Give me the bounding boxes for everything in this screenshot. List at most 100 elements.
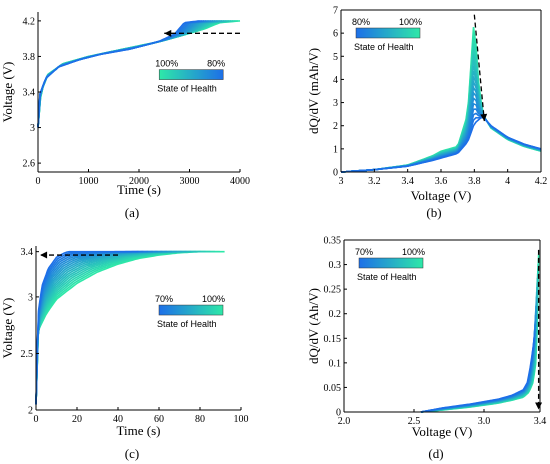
legend-right-label: 100%	[399, 17, 422, 27]
annotation-arrow	[473, 14, 488, 122]
legend-colorbar	[158, 304, 224, 316]
y-tick-label: 3.8	[23, 52, 36, 63]
series-line-intermediate	[340, 112, 542, 173]
series-line-intermediate	[420, 259, 540, 413]
arrow-head	[480, 113, 488, 122]
y-tick-label: 0.15	[324, 334, 342, 345]
y-tick-label: 0.2	[329, 309, 342, 320]
y-tick-label: 4	[333, 75, 338, 86]
x-tick-label: 4	[505, 176, 510, 187]
x-tick-label: 3	[339, 176, 344, 187]
panel-caption: (c)	[125, 446, 139, 461]
y-tick-label: 6	[333, 29, 338, 40]
x-tick-label: 2000	[129, 176, 149, 187]
y-tick-label: 3	[333, 98, 338, 109]
legend: 70% 100% State of Health	[355, 247, 425, 282]
y-tick-label: 0.1	[329, 358, 342, 369]
annotation-arrow	[535, 249, 543, 410]
y-tick-label: 3.4	[21, 247, 34, 258]
arrow-head	[164, 29, 172, 37]
y-tick-label: 3	[28, 292, 33, 303]
x-tick-label: 60	[154, 414, 164, 425]
panel-caption: (d)	[428, 446, 443, 461]
series-line-70%	[35, 250, 139, 405]
x-tick-label: 3.8	[468, 176, 481, 187]
legend-left-label: 80%	[352, 17, 370, 27]
x-tick-label: 3.6	[435, 176, 448, 187]
legend-right-label: 80%	[207, 59, 225, 69]
x-tick-label: 3.4	[534, 416, 547, 427]
legend-title: State of Health	[157, 319, 217, 329]
x-axis-label: Time (s)	[117, 182, 161, 197]
x-tick-label: 3.2	[368, 176, 381, 187]
series-line-100%	[420, 254, 540, 413]
x-tick-label: 1000	[79, 176, 99, 187]
y-tick-label: 0.3	[329, 260, 342, 271]
x-tick-label: 80	[195, 414, 205, 425]
x-tick-label: 2.0	[338, 416, 351, 427]
x-tick-label: 4000	[230, 176, 250, 187]
y-tick-label: 3.4	[23, 88, 36, 99]
y-tick-label: 5	[333, 52, 338, 63]
legend-left-label: 70%	[355, 247, 373, 257]
x-tick-label: 20	[72, 414, 82, 425]
series-line-70%	[420, 338, 536, 413]
legend-title: State of Health	[354, 42, 414, 52]
x-tick-label: 0	[36, 176, 41, 187]
y-tick-label: 1	[333, 144, 338, 155]
x-axis-label: Time (s)	[117, 423, 161, 438]
y-tick-label: 0	[333, 168, 338, 179]
x-tick-label: 2.5	[408, 416, 421, 427]
y-tick-label: 0	[336, 408, 341, 419]
legend: 70% 100% State of Health	[155, 294, 225, 329]
legend: 80% 100% State of Health	[352, 17, 422, 52]
series-line-intermediate	[340, 96, 542, 173]
arrow-head	[40, 251, 48, 259]
y-tick-label: 7	[333, 6, 338, 17]
x-tick-label: 3.4	[401, 176, 414, 187]
series-line-intermediate	[420, 333, 536, 413]
legend-title: State of Health	[357, 272, 417, 282]
axes: 0 20 40 60 80 100 2 2.5 3 3.4	[21, 246, 249, 425]
axes: 2.0 2.5 3.0 3.4 0 0.05 0.1 0.15 0.2 0.25 0.3 0.35	[324, 236, 547, 428]
y-axis-label: Voltage (V)	[0, 62, 15, 123]
y-tick-label: 0.35	[324, 236, 342, 247]
y-tick-label: 2.5	[21, 349, 34, 360]
y-tick-label: 0.25	[324, 285, 342, 296]
series-line-intermediate	[340, 90, 542, 173]
series-line-80%	[37, 20, 200, 128]
legend: 100% 80% State of Health	[155, 59, 225, 94]
chart-panel-c: 0 20 40 60 80 100 2 2.5 3 3.4 Time (s) Voltage (V) (…	[0, 246, 249, 461]
y-tick-label: 2	[28, 406, 33, 417]
chart-panel-a: 0 1000 2000 3000 4000 2.6 3 3.4 3.8 4.2 Time (s) Vo…	[0, 12, 250, 220]
chart-panel-d: 2.0 2.5 3.0 3.4 0 0.05 0.1 0.15 0.2 0.25 0.3 0.35 Vo…	[306, 236, 546, 462]
x-axis-label: Voltage (V)	[411, 188, 472, 203]
panel-caption: (a)	[125, 205, 139, 220]
series-band	[35, 250, 225, 405]
legend-colorbar	[358, 257, 424, 269]
x-tick-label: 0	[34, 414, 39, 425]
legend-title: State of Health	[157, 84, 217, 94]
x-tick-label: 3.0	[478, 416, 491, 427]
axes: 3 3.2 3.4 3.6 3.8 4 4.2 0 1 2 3 4 5 6 7	[333, 6, 547, 188]
x-tick-label: 3000	[180, 176, 200, 187]
series-band	[420, 254, 540, 413]
legend-right-label: 100%	[202, 294, 225, 304]
series-line-intermediate	[420, 263, 539, 413]
x-tick-label: 4.2	[535, 176, 548, 187]
y-tick-label: 4.2	[23, 16, 36, 27]
series-line-intermediate	[340, 84, 542, 173]
x-tick-label: 40	[113, 414, 123, 425]
series-line-intermediate	[35, 250, 172, 405]
annotation-arrow	[164, 29, 240, 37]
y-axis-label: dQ/dV (Ah/V)	[306, 288, 321, 364]
legend-left-label: 100%	[155, 59, 178, 69]
x-axis-label: Voltage (V)	[412, 424, 473, 439]
series-line-80%	[340, 116, 542, 173]
legend-colorbar	[158, 69, 224, 80]
y-tick-label: 2	[333, 121, 338, 132]
series-line-intermediate	[35, 250, 168, 405]
y-tick-label: 3	[30, 123, 35, 134]
series-line-intermediate	[340, 116, 542, 173]
